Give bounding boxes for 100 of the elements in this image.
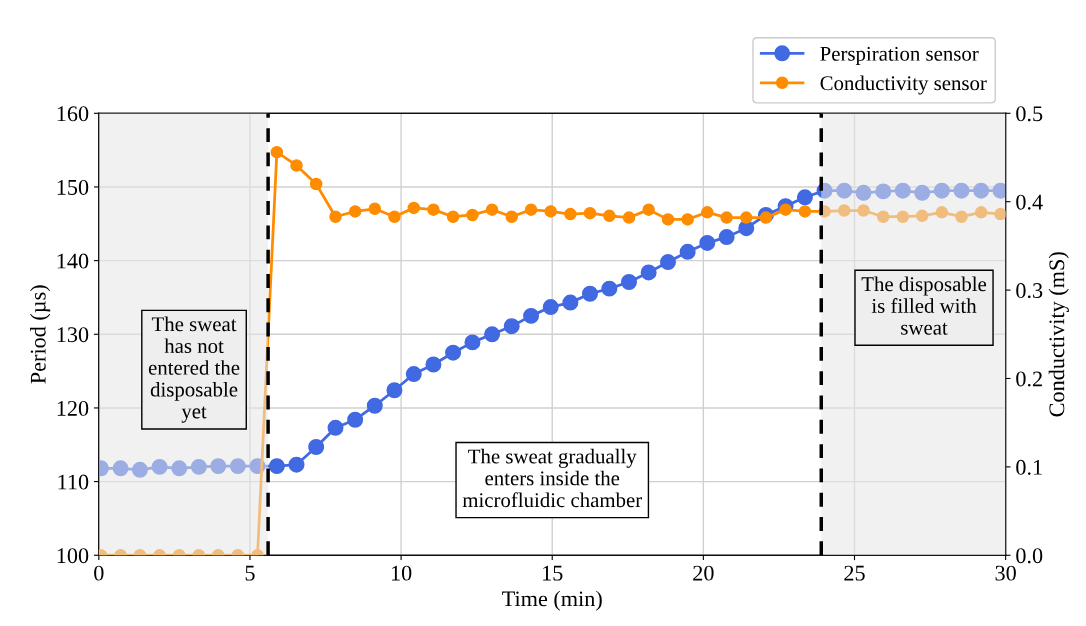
- point: [368, 202, 382, 216]
- point: [994, 207, 1006, 221]
- point: [914, 184, 931, 201]
- point: [974, 206, 988, 219]
- y-tick-label: 140: [57, 253, 89, 269]
- point: [660, 254, 676, 271]
- point: [270, 145, 284, 159]
- point: [796, 189, 813, 206]
- point: [622, 211, 636, 224]
- point: [935, 206, 949, 219]
- point: [523, 307, 540, 324]
- x-tick-label: 25: [844, 565, 865, 581]
- point: [661, 213, 675, 226]
- annotation: The sweat gradually enters inside the microfluidic chamber: [462, 448, 642, 508]
- point: [542, 299, 559, 316]
- point: [894, 182, 911, 199]
- y2-axis-title: Conductivity (mS): [1048, 252, 1069, 417]
- point: [562, 294, 579, 311]
- point: [876, 210, 890, 223]
- point: [190, 458, 207, 475]
- point: [466, 208, 479, 222]
- y2-tick-label: 0.2: [1016, 371, 1042, 387]
- x-tick-label: 5: [245, 565, 255, 581]
- point: [268, 458, 285, 475]
- legend-label: Conductivity sensor: [820, 75, 987, 95]
- point: [798, 205, 812, 218]
- point: [583, 206, 597, 220]
- point: [171, 460, 188, 477]
- point: [524, 203, 538, 216]
- point: [386, 382, 403, 399]
- y-tick-label: 160: [57, 106, 89, 122]
- point: [407, 201, 421, 215]
- point: [308, 438, 325, 455]
- point: [603, 209, 616, 223]
- y-tick-label: 120: [57, 400, 89, 416]
- point: [229, 458, 246, 475]
- point: [366, 397, 383, 414]
- point: [329, 210, 342, 223]
- y2-tick-label: 0.3: [1016, 283, 1043, 299]
- point: [973, 182, 990, 199]
- point: [348, 205, 362, 218]
- x-tick-label: 30: [995, 565, 1016, 581]
- y2-tick-label: 0.4: [1016, 194, 1043, 210]
- point: [855, 184, 872, 201]
- point: [112, 460, 129, 477]
- point: [779, 203, 792, 216]
- y-tick-label: 110: [58, 474, 89, 490]
- point: [759, 211, 773, 224]
- point: [857, 204, 870, 217]
- y-tick-label: 100: [57, 548, 89, 564]
- point: [720, 211, 733, 224]
- point: [485, 203, 499, 216]
- point: [836, 182, 853, 199]
- y2-tick-label: 0.5: [1016, 106, 1043, 122]
- y2-tick-label: 0.1: [1016, 459, 1042, 475]
- point: [290, 159, 303, 172]
- point: [740, 211, 753, 224]
- point: [837, 204, 851, 217]
- point: [288, 456, 305, 473]
- point: [484, 326, 501, 343]
- point: [347, 411, 364, 428]
- point: [933, 182, 950, 199]
- point: [601, 280, 618, 297]
- y2-tick-label: 0.0: [1016, 548, 1043, 564]
- y-axis-title: Period (µs): [30, 285, 51, 384]
- point: [131, 461, 148, 478]
- point: [564, 207, 577, 221]
- point: [681, 213, 694, 226]
- point: [427, 203, 440, 216]
- point: [503, 318, 520, 335]
- point: [464, 334, 481, 351]
- point: [582, 285, 599, 302]
- x-tick-label: 20: [693, 565, 714, 581]
- point: [718, 229, 735, 246]
- point: [388, 210, 401, 223]
- point: [405, 366, 422, 383]
- point: [955, 210, 968, 223]
- point: [699, 234, 716, 251]
- point: [896, 210, 910, 223]
- point: [151, 458, 168, 475]
- annotation: The disposable is filled with sweat: [861, 276, 987, 335]
- legend-label: Perspiration sensor: [820, 46, 979, 66]
- point: [210, 458, 227, 475]
- point: [446, 210, 460, 223]
- point: [701, 206, 714, 219]
- x-tick-label: 0: [94, 565, 104, 581]
- point: [915, 209, 929, 223]
- point: [679, 243, 696, 260]
- y-tick-label: 130: [57, 327, 89, 343]
- point: [875, 183, 892, 200]
- point: [327, 419, 344, 436]
- point: [642, 203, 655, 216]
- point: [640, 264, 657, 281]
- point: [425, 356, 442, 373]
- x-tick-label: 15: [543, 565, 563, 581]
- x-axis-title: Time (min): [502, 590, 602, 611]
- y-tick-label: 150: [57, 179, 89, 195]
- point: [953, 182, 970, 199]
- point: [621, 273, 637, 290]
- point: [544, 205, 557, 218]
